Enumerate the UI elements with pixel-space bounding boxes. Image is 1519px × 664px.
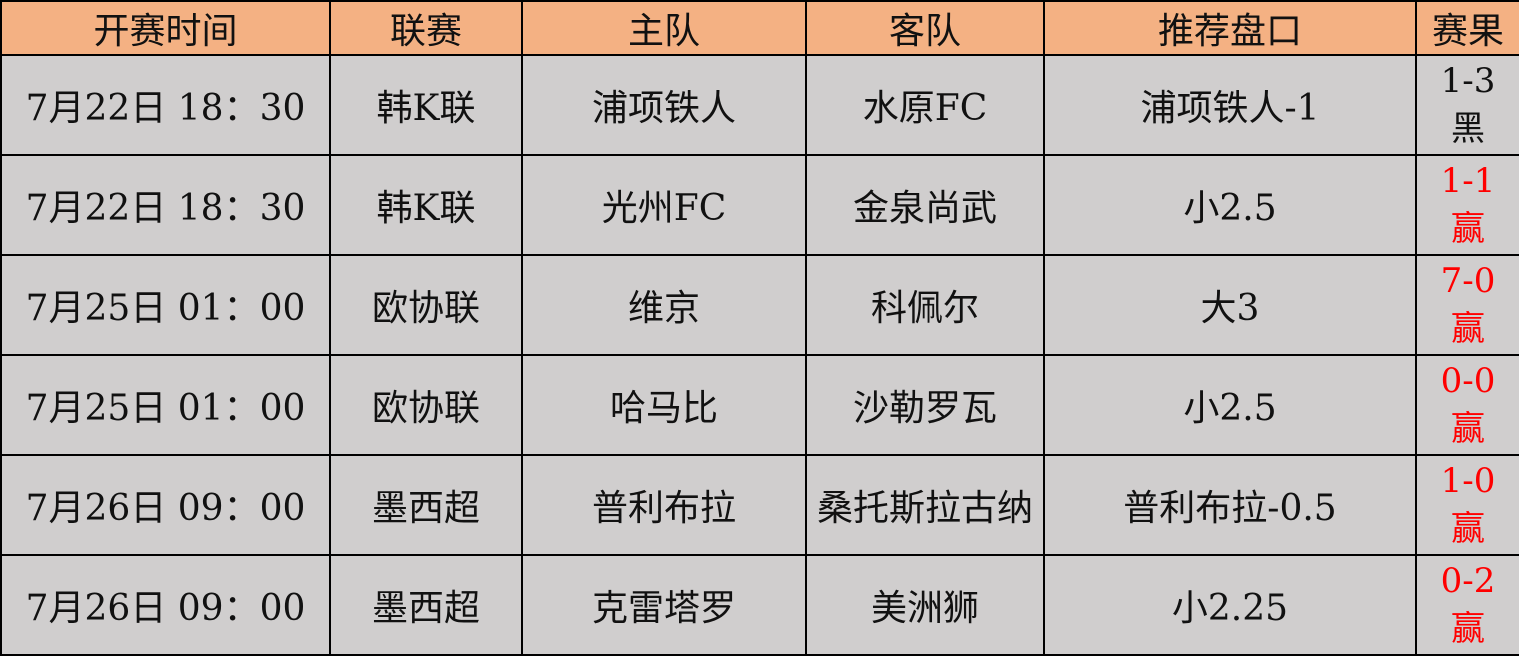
outcome: 黑: [1451, 109, 1485, 149]
header-home: 主队: [521, 0, 807, 56]
header-row: 开赛时间 联赛 主队 客队 推荐盘口 赛果: [0, 0, 1519, 56]
result-cell: 1-0 赢: [1415, 454, 1519, 556]
table-row: 7月22日 18：30 韩K联 光州FC 金泉尚武 小2.5 1-1 赢: [0, 154, 1519, 256]
result-cell: 1-1 赢: [1415, 154, 1519, 256]
table-row: 7月22日 18：30 韩K联 浦项铁人 水原FC 浦项铁人-1 1-3 黑: [0, 54, 1519, 156]
tip-cell: 小2.5: [1043, 154, 1417, 256]
away-team-cell: 沙勒罗瓦: [805, 354, 1045, 456]
away-team-cell: 水原FC: [805, 54, 1045, 156]
tip-cell: 浦项铁人-1: [1043, 54, 1417, 156]
header-away: 客队: [805, 0, 1045, 56]
time-cell: 7月26日 09：00: [0, 454, 331, 556]
result-cell: 7-0 赢: [1415, 254, 1519, 356]
away-team-cell: 金泉尚武: [805, 154, 1045, 256]
table-row: 7月25日 01：00 欧协联 哈马比 沙勒罗瓦 小2.5 0-0 赢: [0, 354, 1519, 456]
league-cell: 墨西超: [329, 554, 523, 656]
outcome: 赢: [1451, 509, 1485, 549]
home-team-cell: 光州FC: [521, 154, 807, 256]
home-team-cell: 哈马比: [521, 354, 807, 456]
time-cell: 7月25日 01：00: [0, 354, 331, 456]
home-team-cell: 普利布拉: [521, 454, 807, 556]
tip-cell: 大3: [1043, 254, 1417, 356]
header-league: 联赛: [329, 0, 523, 56]
league-cell: 韩K联: [329, 154, 523, 256]
home-team-cell: 克雷塔罗: [521, 554, 807, 656]
score: 0-2: [1440, 561, 1496, 601]
header-tip: 推荐盘口: [1043, 0, 1417, 56]
score: 1-0: [1440, 461, 1496, 501]
away-team-cell: 桑托斯拉古纳: [805, 454, 1045, 556]
table-row: 7月26日 09：00 墨西超 克雷塔罗 美洲狮 小2.25 0-2 赢: [0, 554, 1519, 656]
tip-cell: 普利布拉-0.5: [1043, 454, 1417, 556]
league-cell: 墨西超: [329, 454, 523, 556]
score: 7-0: [1440, 261, 1496, 301]
header-time: 开赛时间: [0, 0, 331, 56]
header-result: 赛果: [1415, 0, 1519, 56]
tip-cell: 小2.5: [1043, 354, 1417, 456]
time-cell: 7月26日 09：00: [0, 554, 331, 656]
time-cell: 7月22日 18：30: [0, 154, 331, 256]
time-cell: 7月25日 01：00: [0, 254, 331, 356]
away-team-cell: 美洲狮: [805, 554, 1045, 656]
result-cell: 1-3 黑: [1415, 54, 1519, 156]
outcome: 赢: [1451, 209, 1485, 249]
score: 0-0: [1440, 361, 1496, 401]
table-row: 7月25日 01：00 欧协联 维京 科佩尔 大3 7-0 赢: [0, 254, 1519, 356]
score: 1-3: [1440, 61, 1496, 101]
home-team-cell: 浦项铁人: [521, 54, 807, 156]
league-cell: 欧协联: [329, 354, 523, 456]
result-cell: 0-0 赢: [1415, 354, 1519, 456]
home-team-cell: 维京: [521, 254, 807, 356]
result-cell: 0-2 赢: [1415, 554, 1519, 656]
outcome: 赢: [1451, 309, 1485, 349]
table-row: 7月26日 09：00 墨西超 普利布拉 桑托斯拉古纳 普利布拉-0.5 1-0 赢: [0, 454, 1519, 556]
outcome: 赢: [1451, 609, 1485, 649]
outcome: 赢: [1451, 409, 1485, 449]
league-cell: 韩K联: [329, 54, 523, 156]
tip-cell: 小2.25: [1043, 554, 1417, 656]
away-team-cell: 科佩尔: [805, 254, 1045, 356]
league-cell: 欧协联: [329, 254, 523, 356]
score: 1-1: [1440, 161, 1496, 201]
time-cell: 7月22日 18：30: [0, 54, 331, 156]
